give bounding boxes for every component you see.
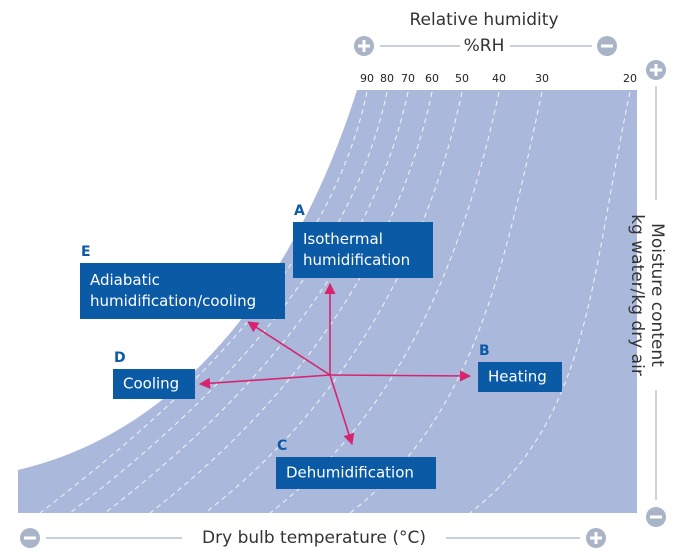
rh-curve — [349, 91, 543, 514]
rh-curve — [69, 91, 388, 514]
process-label: Dehumidification — [286, 464, 414, 482]
process-box — [293, 222, 433, 278]
rh-label: 80 — [380, 72, 394, 85]
process-letter: D — [114, 350, 126, 366]
process-label: Cooling — [123, 375, 179, 393]
right-axis-unit: kg water/kg dry air — [627, 214, 647, 376]
plus-icon — [586, 528, 606, 548]
process-label: Heating — [488, 368, 547, 386]
rh-label: 60 — [425, 72, 439, 85]
rh-label: 50 — [455, 72, 469, 85]
rh-label: 40 — [492, 72, 506, 85]
rh-curve — [39, 91, 368, 514]
plus-icon — [646, 60, 666, 80]
bottom-axis-title: Dry bulb temperature (°C) — [202, 528, 426, 548]
minus-icon — [646, 507, 666, 527]
minus-icon — [20, 528, 40, 548]
process-letter: C — [277, 438, 287, 454]
process-letter: A — [294, 203, 305, 219]
rh-label: 70 — [401, 72, 415, 85]
chart-area — [18, 90, 637, 513]
right-axis-title: Moisture content — [647, 223, 667, 367]
plus-icon — [354, 36, 374, 56]
process-label: humidification — [303, 251, 410, 269]
rh-curve — [104, 91, 409, 514]
process-label: humidification/cooling — [90, 292, 256, 310]
rh-label: 30 — [535, 72, 549, 85]
process-label: Isothermal — [303, 230, 383, 248]
top-axis-unit: %RH — [464, 36, 505, 56]
top-axis-title: Relative humidity — [409, 10, 558, 30]
process-box — [478, 362, 562, 392]
rh-label: 90 — [360, 72, 374, 85]
process-letter: B — [479, 343, 490, 359]
process-box — [113, 369, 195, 399]
minus-icon — [597, 36, 617, 56]
arrows — [198, 282, 472, 446]
rh-curve — [469, 91, 631, 514]
process-letter: E — [81, 244, 91, 260]
process-label: Adiabatic — [90, 271, 160, 289]
rh-label: 20 — [623, 72, 637, 85]
process-box — [80, 263, 285, 319]
rh-curve — [149, 91, 433, 514]
process-box — [276, 457, 436, 489]
